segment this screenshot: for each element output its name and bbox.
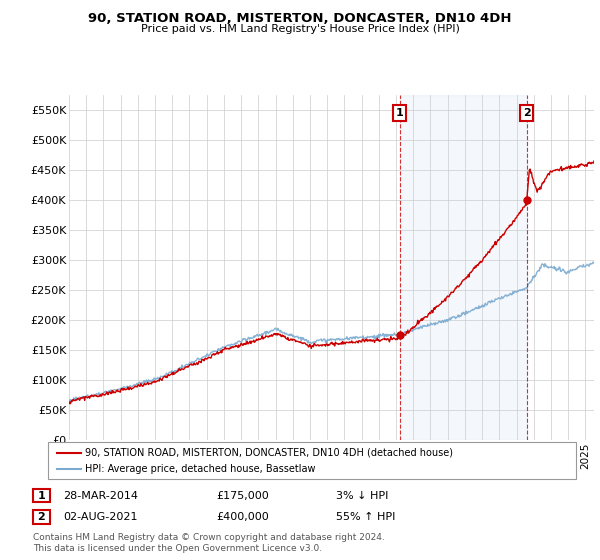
Text: £400,000: £400,000 — [216, 512, 269, 522]
Text: 90, STATION ROAD, MISTERTON, DONCASTER, DN10 4DH (detached house): 90, STATION ROAD, MISTERTON, DONCASTER, … — [85, 447, 453, 458]
Text: Price paid vs. HM Land Registry's House Price Index (HPI): Price paid vs. HM Land Registry's House … — [140, 24, 460, 34]
Text: 3% ↓ HPI: 3% ↓ HPI — [336, 491, 388, 501]
Bar — [400, 95, 527, 440]
Text: 1: 1 — [38, 491, 45, 501]
Text: 1: 1 — [396, 108, 404, 118]
Text: 02-AUG-2021: 02-AUG-2021 — [63, 512, 137, 522]
Text: 90, STATION ROAD, MISTERTON, DONCASTER, DN10 4DH: 90, STATION ROAD, MISTERTON, DONCASTER, … — [88, 12, 512, 25]
Text: £175,000: £175,000 — [216, 491, 269, 501]
Text: HPI: Average price, detached house, Bassetlaw: HPI: Average price, detached house, Bass… — [85, 464, 316, 474]
Text: 55% ↑ HPI: 55% ↑ HPI — [336, 512, 395, 522]
Text: 2: 2 — [523, 108, 530, 118]
Text: 2: 2 — [38, 512, 45, 522]
Text: 28-MAR-2014: 28-MAR-2014 — [63, 491, 138, 501]
Text: Contains HM Land Registry data © Crown copyright and database right 2024.
This d: Contains HM Land Registry data © Crown c… — [33, 533, 385, 553]
